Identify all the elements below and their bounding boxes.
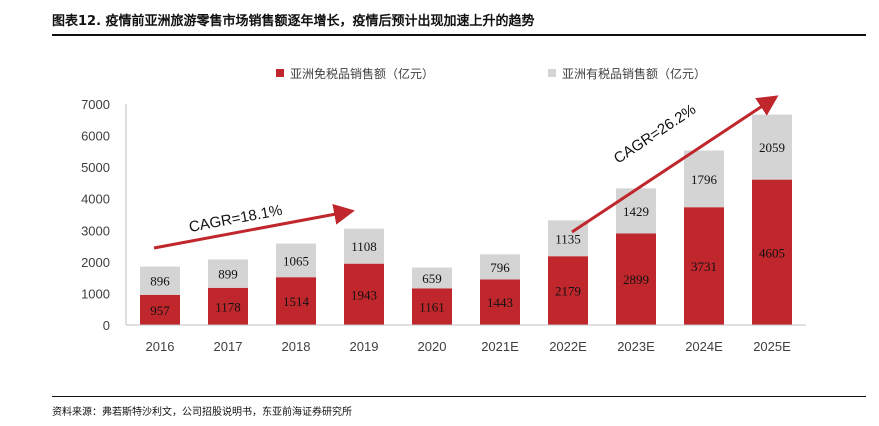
data-label-duty-paid: 1429	[623, 204, 649, 219]
bar-duty-free	[208, 287, 248, 325]
data-label-duty-free: 2899	[623, 272, 649, 287]
figure-title: 图表12. 疫情前亚洲旅游零售市场销售额逐年增长，疫情后预计出现加速上升的趋势	[52, 14, 535, 29]
bar-duty-free	[412, 288, 452, 325]
legend-swatch-duty-free	[276, 69, 284, 77]
data-label-duty-free: 4605	[759, 245, 785, 260]
data-label-duty-free: 957	[150, 303, 170, 318]
x-tick-label: 2016	[146, 339, 175, 354]
data-label-duty-paid: 1065	[283, 253, 309, 268]
bar-duty-free	[548, 256, 588, 325]
bars: 957 896 1178 899 1514 1065 1943 1108 1161 659 1443…	[140, 114, 792, 325]
source-rule	[52, 396, 866, 397]
title-rule	[52, 34, 866, 36]
bar-duty-paid	[752, 114, 792, 180]
bar-duty-paid	[412, 267, 452, 289]
y-tick-label: 6000	[81, 129, 110, 144]
x-tick-label: 2020	[418, 339, 447, 354]
x-tick-label: 2018	[282, 339, 311, 354]
x-axis: 2016 2017 2018 2019 2020 2021E 2022E 2023E 2024E…	[126, 324, 806, 354]
x-tick-label: 2017	[214, 339, 243, 354]
data-label-duty-free: 3731	[691, 259, 717, 274]
data-label-duty-paid: 2059	[759, 140, 785, 155]
bar-duty-paid	[344, 228, 384, 264]
data-label-duty-paid: 1796	[691, 172, 718, 187]
data-label-duty-free: 1178	[215, 299, 241, 314]
bar-duty-free	[684, 207, 724, 325]
y-tick-label: 7000	[81, 97, 110, 112]
legend-swatch-duty-paid	[548, 69, 556, 77]
data-label-duty-paid: 899	[218, 267, 238, 282]
data-label-duty-free: 1514	[283, 294, 310, 309]
y-tick-label: 3000	[81, 223, 110, 238]
bar-duty-free	[344, 263, 384, 325]
data-label-duty-free: 1443	[487, 295, 513, 310]
cagr-arrow	[571, 95, 779, 234]
chart-legend: 亚洲免税品销售额（亿元） 亚洲有税品销售额（亿元）	[276, 66, 706, 81]
bar-duty-free	[140, 294, 180, 325]
x-tick-label: 2023E	[617, 339, 655, 354]
x-tick-label: 2025E	[753, 339, 791, 354]
y-tick-label: 5000	[81, 160, 110, 175]
bar-duty-free	[276, 277, 316, 325]
legend-label-duty-free: 亚洲免税品销售额（亿元）	[290, 66, 434, 81]
cagr-annotations: CAGR=18.1%CAGR=26.2%	[153, 95, 779, 250]
bar-duty-paid	[684, 150, 724, 208]
y-tick-label: 2000	[81, 255, 110, 270]
data-label-duty-paid: 1135	[555, 231, 581, 246]
data-label-duty-free: 1943	[351, 287, 377, 302]
bar-duty-paid	[140, 266, 180, 295]
cagr-label: CAGR=18.1%	[188, 202, 284, 236]
bar-duty-free	[752, 179, 792, 325]
data-label-duty-free: 1161	[419, 300, 445, 315]
data-label-duty-paid: 796	[490, 260, 510, 275]
x-tick-label: 2024E	[685, 339, 723, 354]
bar-duty-free	[616, 233, 656, 325]
data-label-duty-paid: 896	[150, 274, 170, 289]
x-tick-label: 2022E	[549, 339, 587, 354]
source-note: 资料来源：弗若斯特沙利文，公司招股说明书，东亚前海证券研究所	[52, 407, 352, 418]
bar-duty-paid	[480, 254, 520, 280]
legend-label-duty-paid: 亚洲有税品销售额（亿元）	[562, 66, 706, 81]
bar-duty-paid	[616, 188, 656, 234]
y-tick-label: 4000	[81, 192, 110, 207]
x-tick-label: 2019	[350, 339, 379, 354]
x-tick-label: 2021E	[481, 339, 519, 354]
data-label-duty-free: 2179	[555, 284, 581, 299]
cagr-arrow	[153, 203, 355, 250]
y-tick-label: 1000	[81, 286, 110, 301]
bar-duty-paid	[276, 243, 316, 278]
y-axis: 0 1000 2000 3000 4000 5000 6000 7000	[81, 97, 127, 333]
data-label-duty-paid: 1108	[351, 239, 377, 254]
y-tick-label: 0	[103, 318, 110, 333]
bar-duty-free	[480, 279, 520, 325]
bar-duty-paid	[208, 259, 248, 288]
data-label-duty-paid: 659	[422, 271, 442, 286]
